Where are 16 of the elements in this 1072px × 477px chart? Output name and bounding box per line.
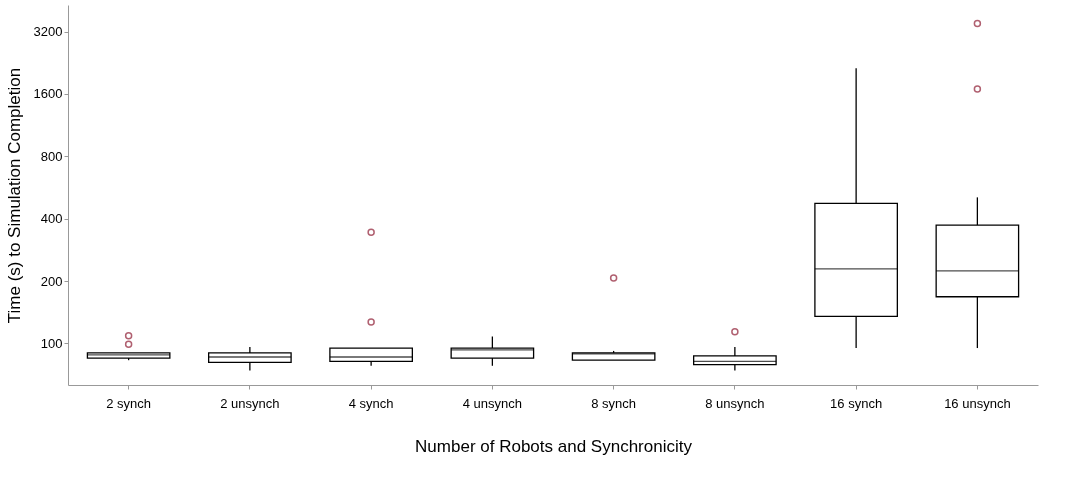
x-tick-label: 8 synch <box>591 395 637 411</box>
x-tick-label: 2 unsynch <box>220 395 280 411</box>
y-tick-label: 100 <box>40 335 63 351</box>
y-tick-label: 3200 <box>33 24 63 40</box>
x-tick-label: 4 synch <box>348 395 394 411</box>
x-tick-label: 16 synch <box>830 395 883 411</box>
x-tick-label: 8 unsynch <box>705 395 765 411</box>
y-tick-label: 200 <box>40 273 63 289</box>
y-tick-label: 800 <box>40 148 63 164</box>
x-tick-label: 16 unsynch <box>944 395 1011 411</box>
y-tick-label: 400 <box>40 211 63 227</box>
x-axis-title: Number of Robots and Synchronicity <box>415 436 693 456</box>
y-axis-title: Time (s) to Simulation Completion <box>4 67 24 324</box>
x-tick-label: 2 synch <box>106 395 152 411</box>
y-tick-label: 1600 <box>33 86 63 102</box>
x-tick-label: 4 unsynch <box>462 395 523 411</box>
